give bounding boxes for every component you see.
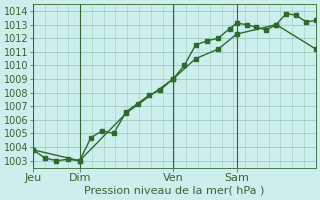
X-axis label: Pression niveau de la mer( hPa ): Pression niveau de la mer( hPa )	[84, 186, 265, 196]
